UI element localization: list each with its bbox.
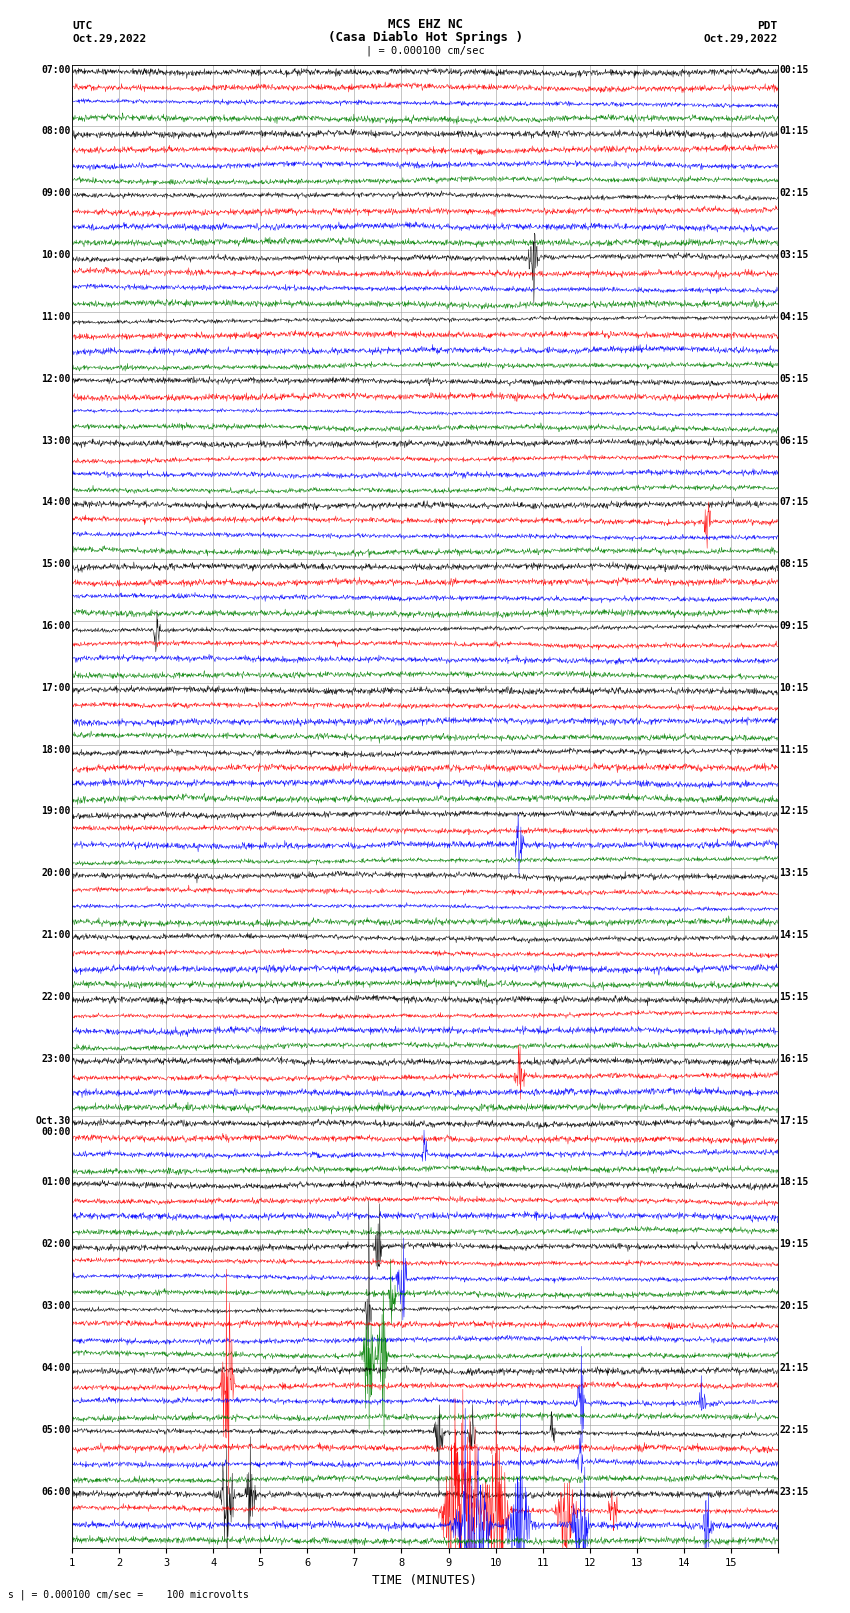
Text: 11:15: 11:15 bbox=[779, 745, 808, 755]
Text: 21:00: 21:00 bbox=[42, 931, 71, 940]
Text: 02:15: 02:15 bbox=[779, 189, 808, 198]
Text: 07:15: 07:15 bbox=[779, 497, 808, 508]
Text: 22:00: 22:00 bbox=[42, 992, 71, 1002]
Text: Oct.30
00:00: Oct.30 00:00 bbox=[36, 1116, 71, 1137]
Text: 10:00: 10:00 bbox=[42, 250, 71, 260]
Text: 04:15: 04:15 bbox=[779, 311, 808, 323]
Text: 07:00: 07:00 bbox=[42, 65, 71, 74]
Text: 09:00: 09:00 bbox=[42, 189, 71, 198]
Text: 19:00: 19:00 bbox=[42, 806, 71, 816]
Text: | = 0.000100 cm/sec: | = 0.000100 cm/sec bbox=[366, 45, 484, 56]
Text: MCS EHZ NC: MCS EHZ NC bbox=[388, 18, 462, 31]
Text: 05:00: 05:00 bbox=[42, 1424, 71, 1436]
Text: Oct.29,2022: Oct.29,2022 bbox=[704, 34, 778, 44]
Text: 16:00: 16:00 bbox=[42, 621, 71, 631]
Text: 19:15: 19:15 bbox=[779, 1239, 808, 1250]
Text: 17:15: 17:15 bbox=[779, 1116, 808, 1126]
Text: 23:00: 23:00 bbox=[42, 1053, 71, 1065]
Text: 20:15: 20:15 bbox=[779, 1302, 808, 1311]
Text: 01:00: 01:00 bbox=[42, 1177, 71, 1187]
Text: 02:00: 02:00 bbox=[42, 1239, 71, 1250]
Text: 15:00: 15:00 bbox=[42, 560, 71, 569]
Text: 11:00: 11:00 bbox=[42, 311, 71, 323]
Text: (Casa Diablo Hot Springs ): (Casa Diablo Hot Springs ) bbox=[327, 31, 523, 44]
Text: 10:15: 10:15 bbox=[779, 682, 808, 694]
Text: 13:15: 13:15 bbox=[779, 868, 808, 879]
Text: 03:15: 03:15 bbox=[779, 250, 808, 260]
Text: 16:15: 16:15 bbox=[779, 1053, 808, 1065]
Text: 12:00: 12:00 bbox=[42, 374, 71, 384]
Text: 01:15: 01:15 bbox=[779, 126, 808, 137]
Text: 18:00: 18:00 bbox=[42, 745, 71, 755]
Text: 14:15: 14:15 bbox=[779, 931, 808, 940]
Text: 08:00: 08:00 bbox=[42, 126, 71, 137]
Text: 05:15: 05:15 bbox=[779, 374, 808, 384]
Text: 15:15: 15:15 bbox=[779, 992, 808, 1002]
Text: 21:15: 21:15 bbox=[779, 1363, 808, 1373]
Text: 13:00: 13:00 bbox=[42, 436, 71, 445]
Text: 09:15: 09:15 bbox=[779, 621, 808, 631]
Text: Oct.29,2022: Oct.29,2022 bbox=[72, 34, 146, 44]
Text: 12:15: 12:15 bbox=[779, 806, 808, 816]
Text: 06:15: 06:15 bbox=[779, 436, 808, 445]
Text: 23:15: 23:15 bbox=[779, 1487, 808, 1497]
Text: 14:00: 14:00 bbox=[42, 497, 71, 508]
Text: s | = 0.000100 cm/sec =    100 microvolts: s | = 0.000100 cm/sec = 100 microvolts bbox=[8, 1589, 249, 1600]
Text: 22:15: 22:15 bbox=[779, 1424, 808, 1436]
X-axis label: TIME (MINUTES): TIME (MINUTES) bbox=[372, 1574, 478, 1587]
Text: 04:00: 04:00 bbox=[42, 1363, 71, 1373]
Text: 00:15: 00:15 bbox=[779, 65, 808, 74]
Text: 06:00: 06:00 bbox=[42, 1487, 71, 1497]
Text: 03:00: 03:00 bbox=[42, 1302, 71, 1311]
Text: 08:15: 08:15 bbox=[779, 560, 808, 569]
Text: PDT: PDT bbox=[757, 21, 778, 31]
Text: 20:00: 20:00 bbox=[42, 868, 71, 879]
Text: UTC: UTC bbox=[72, 21, 93, 31]
Text: 17:00: 17:00 bbox=[42, 682, 71, 694]
Text: 18:15: 18:15 bbox=[779, 1177, 808, 1187]
